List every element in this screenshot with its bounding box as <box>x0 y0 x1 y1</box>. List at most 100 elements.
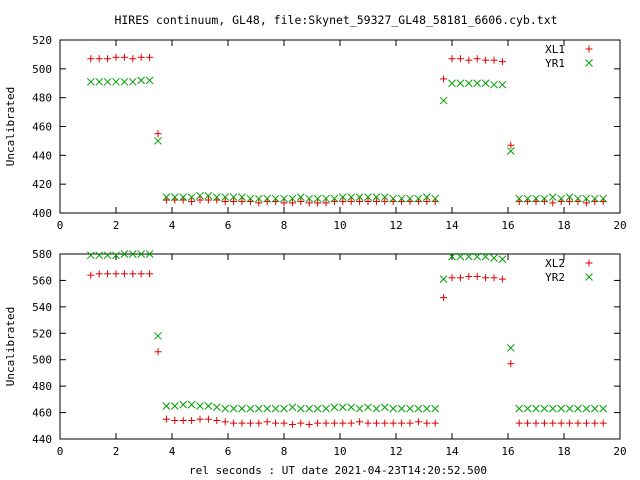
y-tick-label: 540 <box>32 301 52 314</box>
x-tick-label: 8 <box>281 445 288 458</box>
data-point <box>95 77 104 86</box>
data-point <box>372 197 380 205</box>
data-point <box>272 419 280 427</box>
data-point <box>154 332 162 340</box>
data-point <box>212 403 221 412</box>
data-point <box>229 404 238 413</box>
data-point <box>330 194 339 203</box>
data-point <box>322 419 330 427</box>
x-tick-label: 14 <box>445 445 459 458</box>
plot-frame <box>59 253 621 440</box>
data-point <box>482 56 490 64</box>
data-point <box>112 270 120 278</box>
data-point <box>431 404 440 413</box>
data-point <box>179 400 188 409</box>
data-point <box>154 130 162 138</box>
chart-panel-1: 0 2 4 6 8 10 12 14 16 18 20 400 420 440 460 480 500 520 Un… <box>4 34 627 232</box>
data-point <box>498 255 507 264</box>
data-point <box>599 194 608 203</box>
data-point <box>347 197 355 205</box>
y-tick-label: 500 <box>32 63 52 76</box>
data-point <box>490 274 498 282</box>
data-point <box>397 404 406 413</box>
data-point <box>221 193 230 201</box>
data-point <box>137 250 146 258</box>
data-point <box>380 403 389 412</box>
data-point <box>599 419 607 427</box>
data-point <box>129 270 137 278</box>
data-point <box>582 419 590 427</box>
data-point <box>162 402 171 410</box>
data-point <box>314 419 322 427</box>
data-point <box>314 199 322 207</box>
legend-marker <box>585 45 593 53</box>
data-point <box>230 419 238 427</box>
data-point <box>129 55 137 63</box>
data-point <box>322 199 330 207</box>
y-tick-label: 520 <box>32 34 52 47</box>
data-point <box>204 402 213 410</box>
data-point <box>532 419 540 427</box>
data-point <box>246 404 255 413</box>
x-tick-label: 18 <box>557 219 570 232</box>
data-point <box>339 197 347 205</box>
y-axis-label: Uncalibrated <box>4 87 17 166</box>
data-point <box>490 254 498 262</box>
data-point <box>590 404 599 413</box>
data-point <box>255 419 263 427</box>
data-point <box>440 294 448 302</box>
data-point <box>196 402 204 410</box>
y-tick-label: 440 <box>32 149 52 162</box>
data-point <box>557 194 566 203</box>
x-tick-label: 2 <box>113 445 120 458</box>
data-point <box>145 76 154 85</box>
data-point <box>557 404 566 413</box>
data-point <box>339 419 347 427</box>
data-point <box>146 53 154 61</box>
legend-label: XL2 <box>545 257 565 270</box>
data-point <box>473 55 481 63</box>
data-point <box>204 415 212 423</box>
data-point <box>473 252 482 261</box>
x-tick-label: 6 <box>225 445 232 458</box>
data-point <box>398 419 406 427</box>
y-axis-label: Uncalibrated <box>4 307 17 386</box>
data-point <box>582 194 591 203</box>
data-point <box>456 274 464 282</box>
data-point <box>574 404 582 413</box>
data-point <box>599 404 608 413</box>
x-tick-label: 6 <box>225 219 232 232</box>
data-point <box>103 251 112 260</box>
y-tick-label: 460 <box>32 407 52 420</box>
data-point <box>204 196 212 204</box>
data-point <box>87 55 95 63</box>
series-XL1 <box>87 53 607 207</box>
data-point <box>464 252 473 261</box>
data-point <box>179 417 187 424</box>
data-point <box>112 53 120 61</box>
figure-title: HIRES continuum, GL48, file:Skynet_59327… <box>114 13 557 27</box>
data-point <box>221 404 230 413</box>
x-tick-label: 10 <box>333 219 346 232</box>
data-point <box>406 404 414 413</box>
data-point <box>137 76 146 85</box>
data-point <box>171 417 179 424</box>
data-point <box>305 199 313 207</box>
data-point <box>582 199 590 207</box>
data-point <box>389 419 397 427</box>
data-point <box>330 419 338 427</box>
data-point <box>355 404 364 413</box>
data-point <box>338 193 347 201</box>
data-point <box>162 193 171 201</box>
data-point <box>280 194 288 203</box>
x-tick-label: 0 <box>57 445 64 458</box>
data-point <box>515 404 524 413</box>
data-point <box>254 194 263 203</box>
x-tick-label: 20 <box>613 219 626 232</box>
data-point <box>490 56 498 64</box>
data-point <box>246 419 254 427</box>
data-point <box>389 194 398 203</box>
y-tick-label: 480 <box>32 92 52 105</box>
data-point <box>288 194 297 203</box>
